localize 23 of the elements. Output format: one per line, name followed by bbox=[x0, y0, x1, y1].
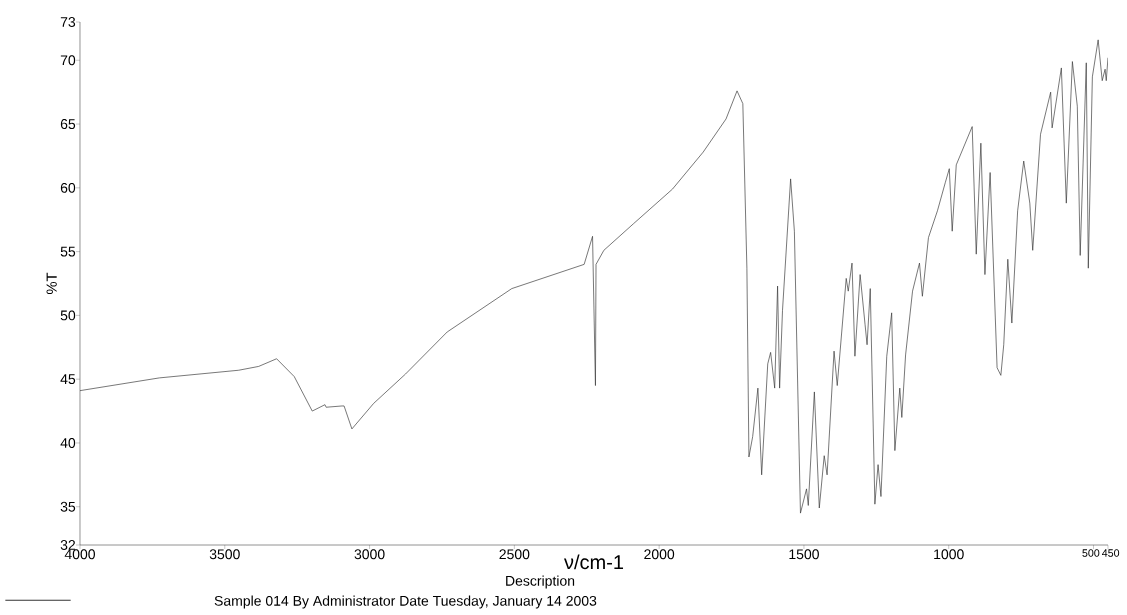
x-tick-label: 2500 bbox=[499, 549, 530, 560]
x-tick-label: 4000 bbox=[64, 549, 96, 560]
y-tick-label: 65 bbox=[60, 119, 76, 130]
y-tick-label: 73 bbox=[60, 17, 76, 27]
x-tick-label: 3500 bbox=[209, 549, 240, 560]
y-tick-label: 40 bbox=[60, 438, 76, 448]
x-tick-label: 500 bbox=[1082, 549, 1100, 557]
x-axis-title: ν/cm-1 bbox=[564, 554, 624, 570]
y-axis-title: %T bbox=[46, 272, 57, 294]
x-tick-label: 1500 bbox=[789, 549, 819, 560]
text: Sample 014 By Administrator Date Tuesday, January 14 2003 bbox=[214, 595, 597, 609]
x-tick-label: 2000 bbox=[644, 549, 675, 560]
y-tick-label: 32 bbox=[60, 540, 76, 550]
x-tick-label: 1000 bbox=[934, 549, 964, 560]
y-tick-label: 60 bbox=[60, 182, 76, 193]
y-tick-label: 50 bbox=[60, 310, 76, 321]
y-tick-label: 45 bbox=[60, 374, 76, 385]
x-tick-label: 3000 bbox=[354, 549, 385, 560]
y-tick-label: 35 bbox=[60, 501, 76, 512]
y-tick-label: 70 bbox=[60, 55, 76, 66]
x-tick-label: 450 bbox=[1102, 549, 1120, 557]
y-tick-label: 55 bbox=[60, 246, 76, 257]
legend-title: Description bbox=[506, 575, 575, 589]
